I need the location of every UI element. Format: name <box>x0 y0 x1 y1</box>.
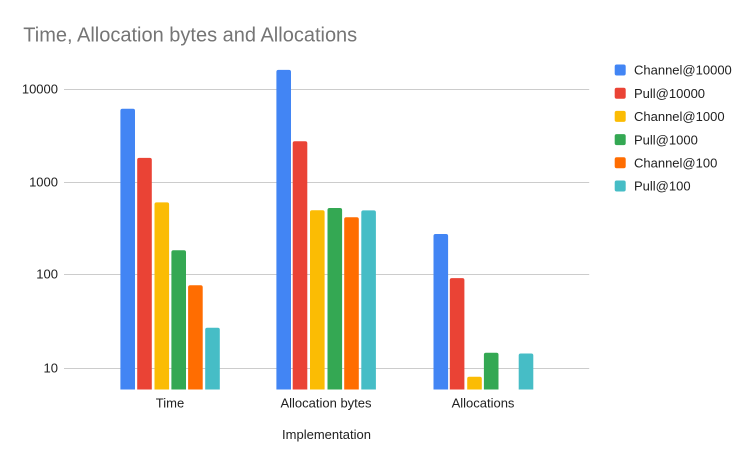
svg-text:100: 100 <box>36 267 58 282</box>
svg-text:Implementation: Implementation <box>282 427 371 442</box>
svg-text:Allocations: Allocations <box>452 396 515 411</box>
svg-text:10: 10 <box>44 361 58 376</box>
svg-text:Pull@100: Pull@100 <box>634 179 691 194</box>
svg-text:Pull@10000: Pull@10000 <box>634 86 705 101</box>
svg-text:Pull@1000: Pull@1000 <box>634 132 698 147</box>
svg-text:Channel@1000: Channel@1000 <box>634 109 725 124</box>
svg-text:Channel@10000: Channel@10000 <box>634 63 732 78</box>
svg-text:Time, Allocation bytes and All: Time, Allocation bytes and Allocations <box>23 25 357 47</box>
svg-text:1000: 1000 <box>29 175 58 190</box>
svg-text:Allocation bytes: Allocation bytes <box>280 396 372 411</box>
svg-text:Time: Time <box>156 396 184 411</box>
svg-text:Channel@100: Channel@100 <box>634 156 717 171</box>
svg-text:10000: 10000 <box>22 82 58 97</box>
